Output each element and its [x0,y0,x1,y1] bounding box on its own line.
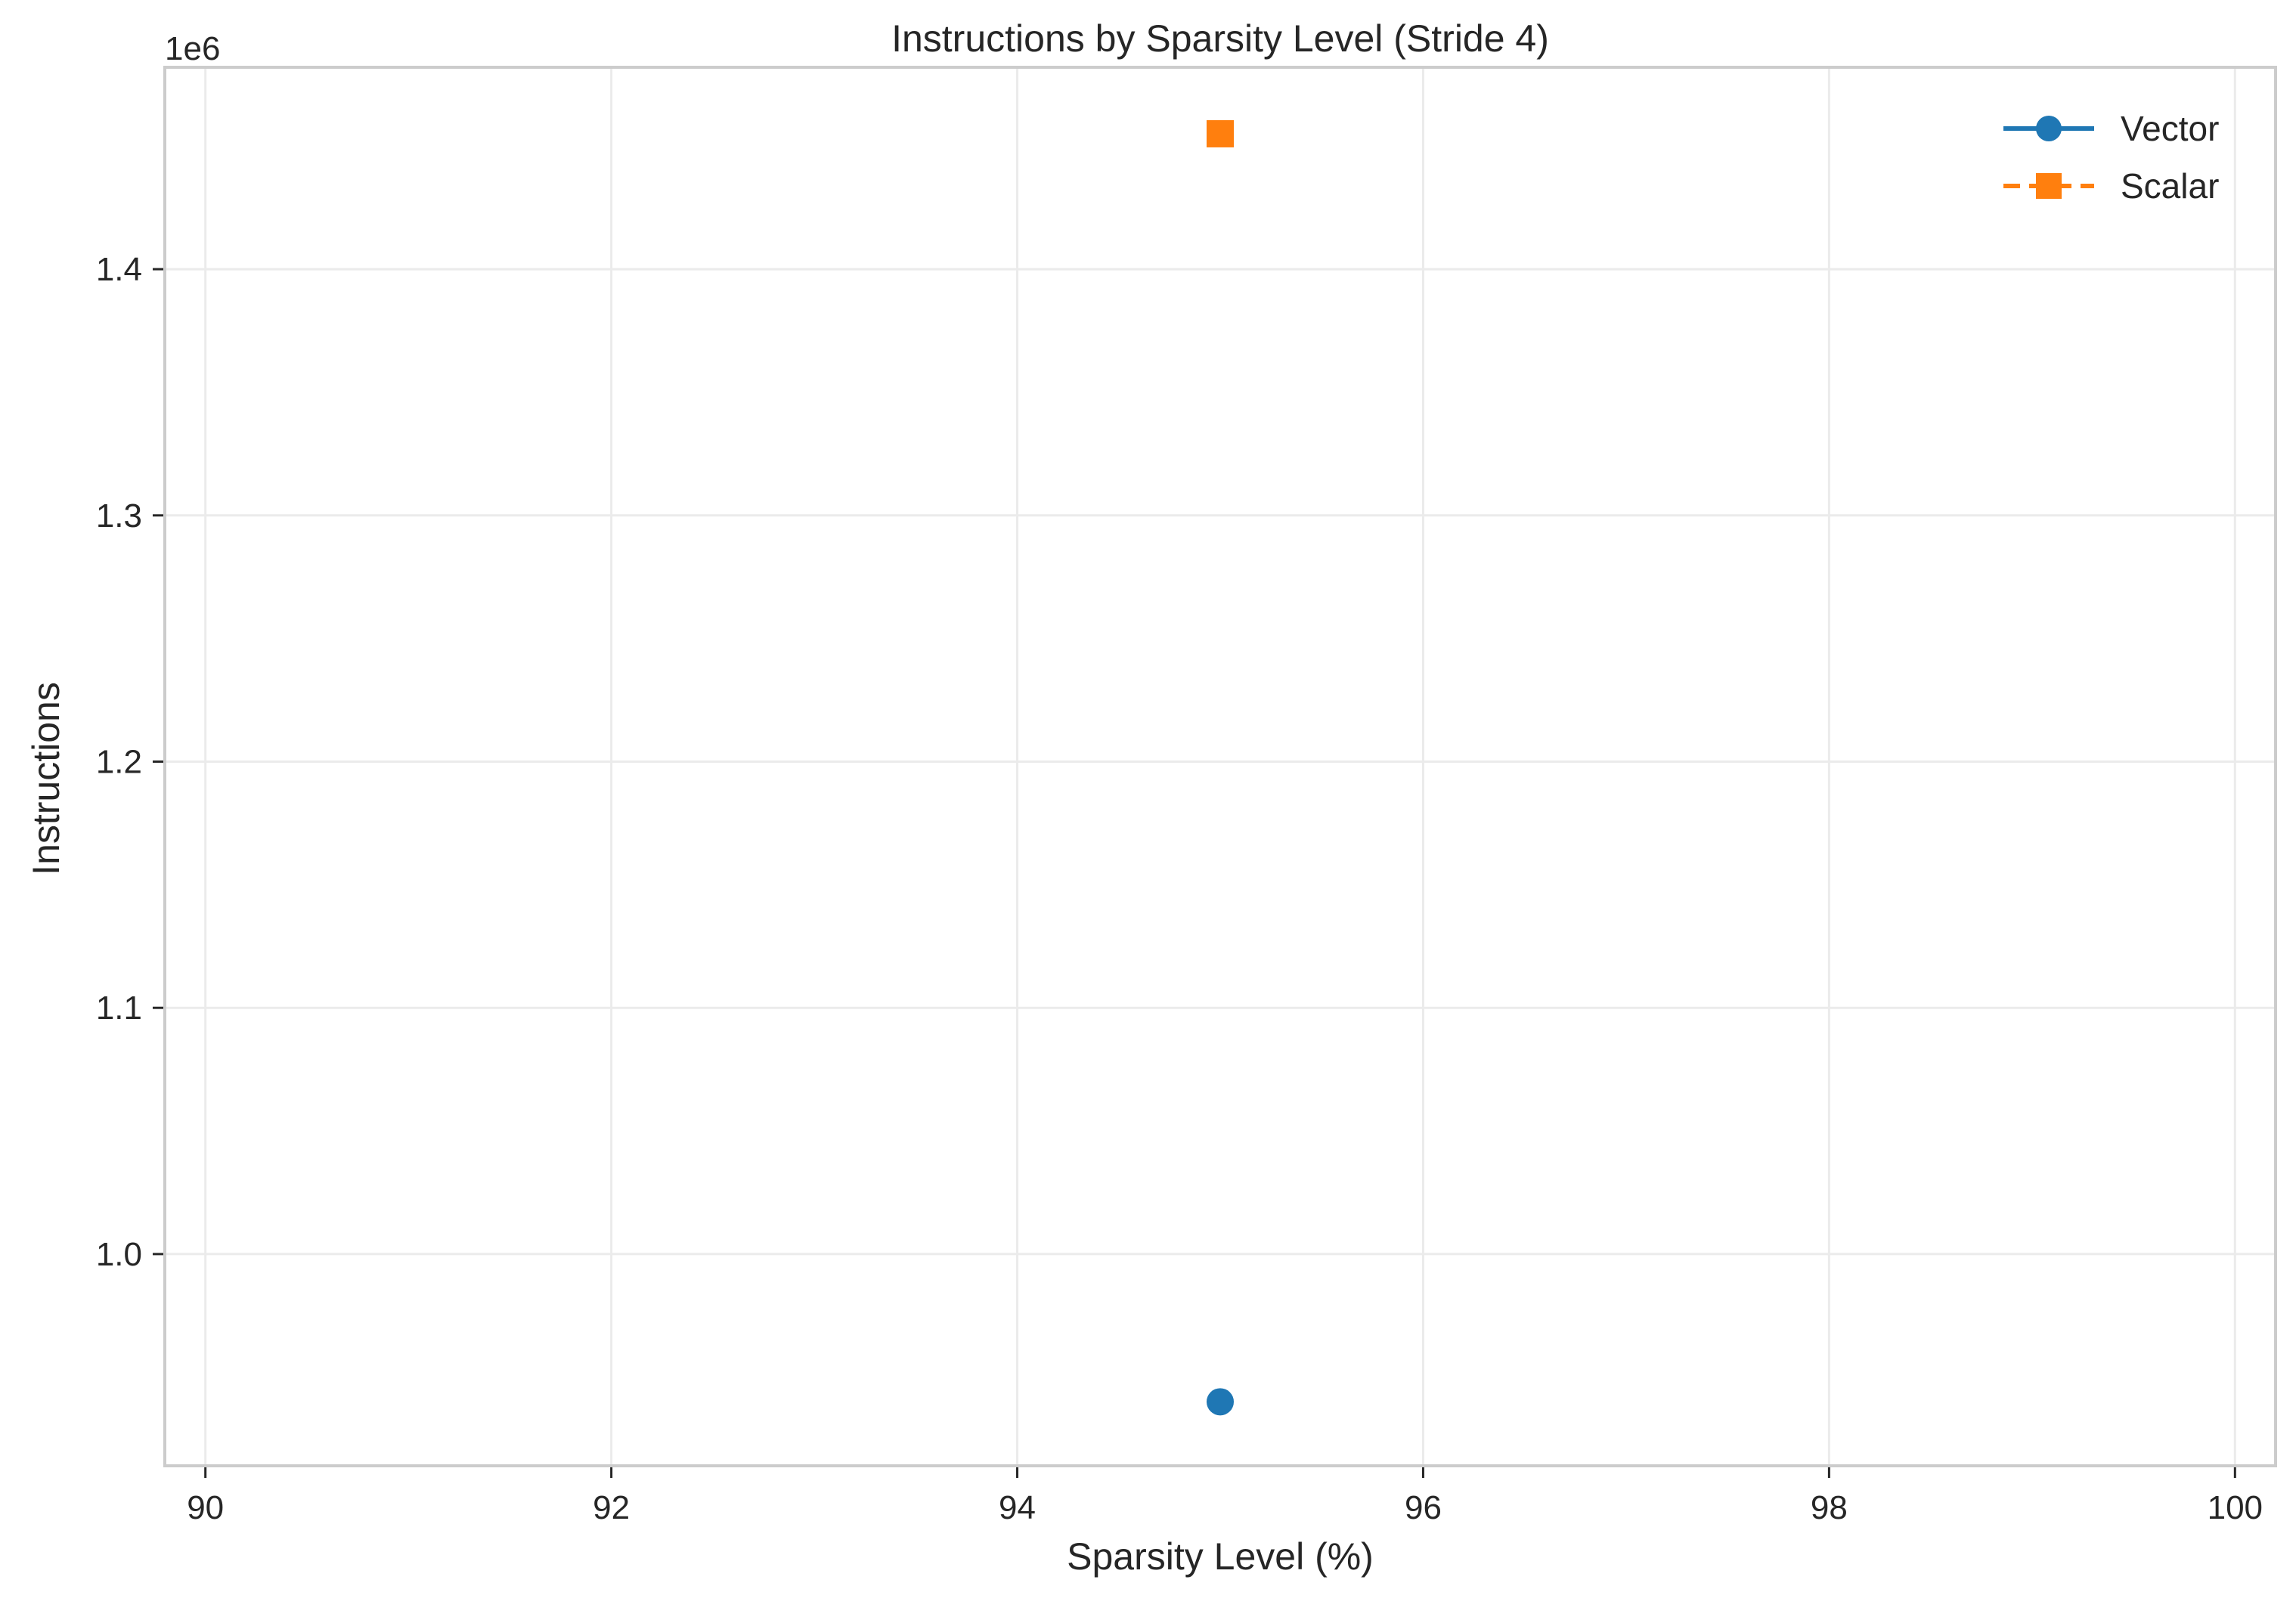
data-marks [1207,119,1234,1416]
y-tick-label: 1.3 [96,497,142,534]
x-tick-label: 98 [1811,1489,1848,1526]
x-axis-label: Sparsity Level (%) [1067,1535,1374,1578]
y-axis-label: Instructions [25,682,67,875]
grid [165,67,2276,1466]
x-tick-label: 100 [2208,1489,2263,1526]
x-tick-label: 96 [1405,1489,1442,1526]
y-tick-label: 1.4 [96,251,142,288]
y-tick-label: 1.0 [96,1236,142,1273]
legend-marker-vector [2036,116,2062,141]
legend: Vector Scalar [2003,109,2219,206]
y-tick-label: 1.2 [96,743,142,780]
scalar-point [1207,119,1234,147]
vector-point [1207,1388,1234,1416]
y-tick-label: 1.1 [96,990,142,1027]
legend-label-scalar: Scalar [2121,166,2219,206]
legend-entry-vector: Vector [2003,109,2219,148]
legend-entry-scalar: Scalar [2003,166,2219,206]
plot-background [165,67,2276,1466]
y-offset-label: 1e6 [165,30,220,67]
x-tick-label: 90 [187,1489,224,1526]
chart-title: Instructions by Sparsity Level (Stride 4… [891,17,1549,60]
plot-frame [163,66,2277,1467]
legend-marker-scalar [2036,173,2062,199]
ticks: 90 92 94 96 98 100 1.0 1.1 1.2 1.3 1.4 [96,251,2263,1526]
x-tick-label: 94 [999,1489,1036,1526]
legend-label-vector: Vector [2121,109,2219,148]
x-tick-label: 92 [593,1489,630,1526]
